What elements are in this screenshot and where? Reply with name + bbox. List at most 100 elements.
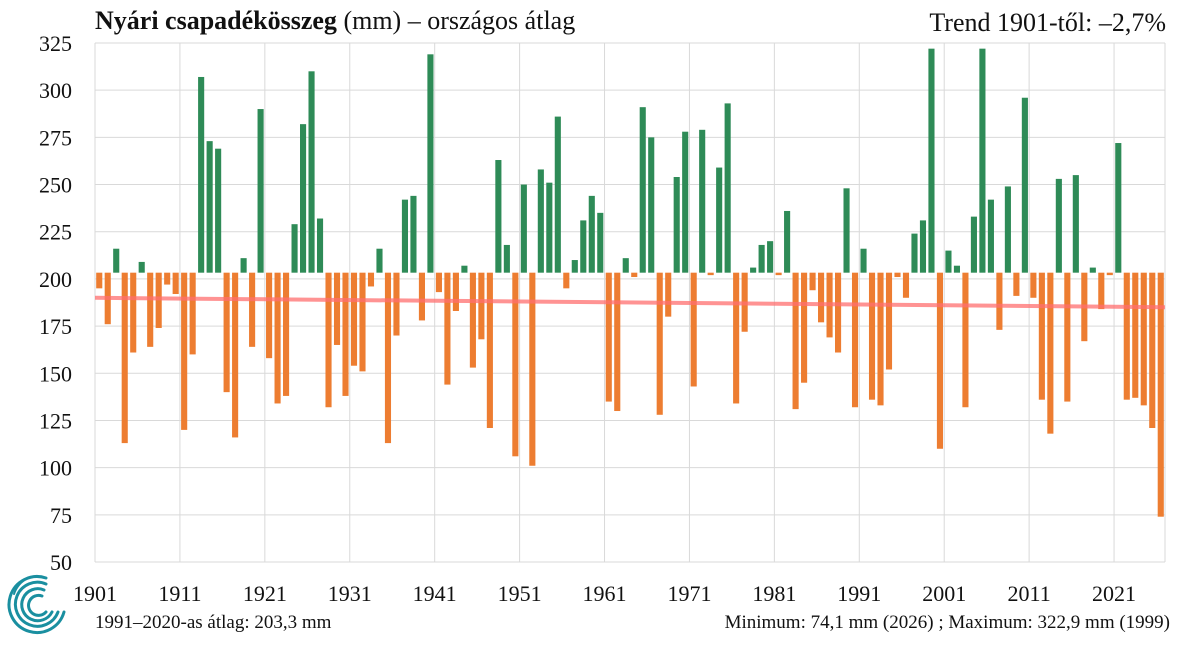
x-tick-label: 1931 [328, 581, 372, 606]
bar [1149, 272, 1156, 428]
y-tick-label: 300 [39, 78, 72, 103]
bar [232, 272, 239, 438]
y-tick-label: 75 [50, 503, 72, 528]
trend-label: Trend 1901-től: –2,7% [929, 8, 1166, 37]
bar [851, 272, 859, 408]
bar [478, 272, 485, 340]
x-tick-label: 1971 [667, 581, 711, 606]
bar [215, 148, 222, 273]
bar [588, 195, 595, 273]
bar [605, 272, 612, 402]
bar [300, 124, 307, 273]
bar [979, 48, 986, 273]
bar [223, 272, 230, 393]
bar [1021, 97, 1028, 273]
bar [435, 272, 442, 293]
bar [928, 48, 935, 273]
x-tick-label: 1961 [583, 581, 627, 606]
swirl-logo-icon [7, 575, 66, 634]
bar [283, 272, 290, 396]
bar [1098, 272, 1105, 310]
bar [936, 272, 944, 449]
bar [894, 272, 901, 278]
bar [792, 272, 799, 410]
bar [359, 272, 366, 372]
bar [962, 272, 969, 408]
bar [614, 272, 621, 412]
bar [384, 272, 392, 444]
bar [682, 131, 689, 273]
bar [1064, 272, 1071, 402]
bar [690, 272, 697, 387]
x-tick-label: 1901 [73, 581, 117, 606]
x-tick-label: 1911 [158, 581, 201, 606]
bar [198, 76, 205, 273]
bar [401, 199, 409, 273]
bar [1013, 272, 1020, 296]
bar [546, 182, 553, 273]
bar [1055, 178, 1062, 273]
bar [665, 272, 672, 317]
bar [427, 54, 434, 273]
bar [699, 129, 706, 273]
bar [1115, 143, 1122, 273]
x-tick-label: 1951 [498, 581, 542, 606]
bar [512, 272, 519, 457]
bar [469, 272, 476, 368]
bar [274, 272, 281, 404]
bar [529, 272, 536, 466]
chart-title: Nyári csapadékösszeg (mm) – országos átl… [95, 6, 575, 36]
title-main: Nyári csapadékösszeg [95, 6, 337, 35]
bar [648, 137, 655, 273]
bar [206, 141, 213, 273]
bar [1140, 272, 1147, 406]
bar [843, 188, 850, 273]
y-tick-label: 100 [39, 456, 72, 481]
bar [1030, 272, 1037, 298]
bar [410, 195, 417, 273]
bar [1132, 272, 1139, 398]
bar [580, 220, 587, 273]
bar [461, 265, 468, 273]
bar [622, 258, 629, 273]
bar [919, 220, 927, 273]
bar [1004, 186, 1011, 273]
bar [835, 272, 842, 353]
bar [860, 248, 867, 273]
bar [418, 272, 425, 321]
bar [316, 218, 324, 273]
bar [571, 260, 578, 273]
bar [987, 199, 994, 273]
bar [350, 272, 358, 366]
x-tick-label: 1981 [752, 581, 796, 606]
x-tick-label: 1921 [243, 581, 287, 606]
y-tick-label: 175 [39, 314, 72, 339]
y-tick-label: 125 [39, 408, 72, 433]
bar [911, 233, 918, 273]
bar [1123, 272, 1130, 400]
trend-line-group [94, 295, 1166, 310]
bar [750, 267, 757, 273]
bar [291, 224, 298, 273]
bar [266, 272, 273, 359]
bar [673, 177, 680, 273]
bar [452, 272, 459, 311]
bar [639, 107, 646, 273]
bar [189, 272, 196, 355]
bar [554, 116, 561, 273]
bar [486, 272, 493, 428]
bar [249, 272, 256, 347]
bar [885, 272, 893, 370]
x-tick-label: 1991 [837, 581, 881, 606]
bar [970, 216, 977, 273]
y-tick-label: 150 [39, 361, 72, 386]
bar [656, 272, 663, 415]
bar [597, 212, 604, 273]
bar [393, 272, 400, 336]
bar [902, 272, 910, 298]
bar [563, 272, 570, 289]
bar [138, 261, 145, 273]
bar [707, 272, 714, 276]
bar [767, 241, 774, 273]
